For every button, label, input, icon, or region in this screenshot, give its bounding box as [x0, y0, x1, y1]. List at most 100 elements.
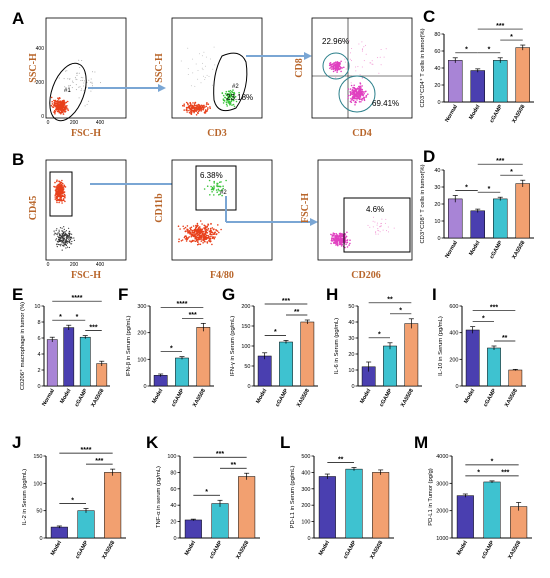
y-tick-label: 40: [170, 503, 176, 509]
flow-event-dot: [71, 240, 73, 243]
flow-event-dot: [179, 228, 181, 230]
flow-event-dot: [195, 104, 198, 107]
flow-event-dot: [206, 74, 208, 76]
flow-event-dot: [187, 103, 189, 106]
y-tick-label: 50: [244, 364, 250, 370]
flow-event-dot: [220, 190, 222, 192]
flow-event-dot: [61, 191, 63, 193]
flow-event-dot: [211, 233, 213, 236]
flow-event-dot: [63, 110, 66, 112]
flow-event-dot: [365, 94, 368, 97]
flow-event-dot: [190, 85, 192, 87]
y-tick-label: 80: [170, 470, 176, 476]
flow-event-dot: [201, 106, 204, 108]
flow-event-dot: [63, 226, 65, 228]
flow-event-dot: [336, 62, 339, 64]
flow-event-dot: [358, 86, 361, 89]
flow-event-dot: [185, 240, 188, 242]
flow-event-dot: [59, 193, 61, 195]
y-tick-label: 4000: [436, 454, 448, 460]
flow-event-dot: [377, 229, 379, 231]
flow-event-dot: [60, 243, 62, 245]
y-tick-label: 20: [170, 520, 176, 526]
flow-event-dot: [200, 231, 203, 234]
flow-event-dot: [228, 93, 230, 95]
flow-event-dot: [62, 195, 64, 197]
flow-event-dot: [372, 63, 374, 65]
flow-event-dot: [204, 227, 206, 230]
flow-event-dot: [333, 238, 336, 241]
flow-event-dot: [346, 231, 348, 234]
y-tick-label: 0: [351, 384, 354, 390]
flow-event-dot: [58, 193, 60, 195]
flow-event-dot: [100, 82, 101, 84]
flow-event-dot: [56, 228, 58, 230]
flow-event-dot: [202, 242, 204, 244]
flow-event-dot: [64, 233, 66, 235]
bar-cgamp: [175, 357, 189, 387]
x-tick-label: cGAMP: [75, 540, 90, 560]
flow-event-dot: [215, 189, 218, 191]
flow-event-dot: [350, 101, 353, 103]
chart-e: 0 2 4 6 8 10 CD206⁺ macrophage in tumor (%) Nor…: [19, 295, 110, 408]
flow-event-dot: [64, 195, 66, 197]
bar-cgamp: [79, 336, 91, 387]
flow-event-dot: [186, 228, 188, 231]
x-tick-label: XA5508: [90, 388, 105, 408]
significance-label: *: [378, 332, 381, 339]
flow-event-dot: [228, 100, 231, 102]
flow-event-dot: [334, 69, 337, 72]
flow-event-dot: [206, 236, 209, 239]
y-tick-label: 200: [137, 331, 146, 337]
flow-event-dot: [384, 222, 386, 224]
flow-event-dot: [232, 94, 235, 96]
flow-event-dot: [221, 92, 224, 94]
significance-label: **: [338, 456, 344, 463]
significance-label: *: [205, 489, 208, 496]
significance-label: *: [465, 184, 468, 191]
flow-event-dot: [361, 85, 363, 87]
flow-event-dot: [187, 74, 189, 75]
flow-event-dot: [60, 195, 62, 197]
y-tick-label: 0: [455, 384, 458, 390]
chart-g: 0 50 100 150 200 IFN-γ in Serum (pg/mL) Model c…: [230, 298, 318, 408]
bar-model: [63, 327, 75, 387]
bar-cgamp: [487, 347, 501, 387]
flow-event-dot: [350, 52, 351, 54]
panel-letter-h: H: [326, 285, 338, 304]
flow-event-dot: [91, 83, 93, 85]
flow-event-dot: [83, 82, 85, 84]
flow-event-dot: [197, 228, 200, 230]
flow-event-dot: [350, 84, 353, 87]
bar-cgamp: [77, 510, 95, 539]
flow-event-dot: [63, 243, 65, 245]
significance-label: **: [502, 335, 508, 342]
bar-cgamp: [345, 468, 363, 539]
y-tick-label: 0: [437, 236, 440, 242]
flow-event-dot: [57, 241, 59, 243]
panel-letter-a: A: [12, 9, 24, 28]
flow-event-dot: [361, 88, 364, 91]
flow-event-dot: [78, 59, 80, 61]
flow-event-dot: [334, 236, 337, 238]
flow-event-dot: [59, 234, 61, 236]
flow-event-dot: [196, 106, 198, 109]
flow-event-dot: [349, 242, 351, 245]
flow-event-dot: [334, 61, 337, 63]
flow-event-dot: [347, 97, 349, 99]
flow-event-dot: [344, 241, 347, 243]
y-tick-label: 0: [39, 536, 42, 542]
x-tick-label: XA5508: [511, 240, 526, 260]
flow-event-dot: [57, 102, 59, 104]
flow-event-dot: [337, 239, 339, 241]
flow-event-dot: [61, 202, 63, 204]
flow-event-dot: [59, 227, 62, 229]
y-tick-label: 0: [143, 384, 146, 390]
flow-event-dot: [361, 77, 363, 79]
flow-event-dot: [216, 191, 218, 193]
flow-event-dot: [62, 240, 64, 242]
flow-event-dot: [67, 78, 69, 80]
flow-event-dot: [228, 90, 230, 93]
bar-xa5508: [372, 472, 390, 539]
flow-event-dot: [178, 238, 180, 240]
